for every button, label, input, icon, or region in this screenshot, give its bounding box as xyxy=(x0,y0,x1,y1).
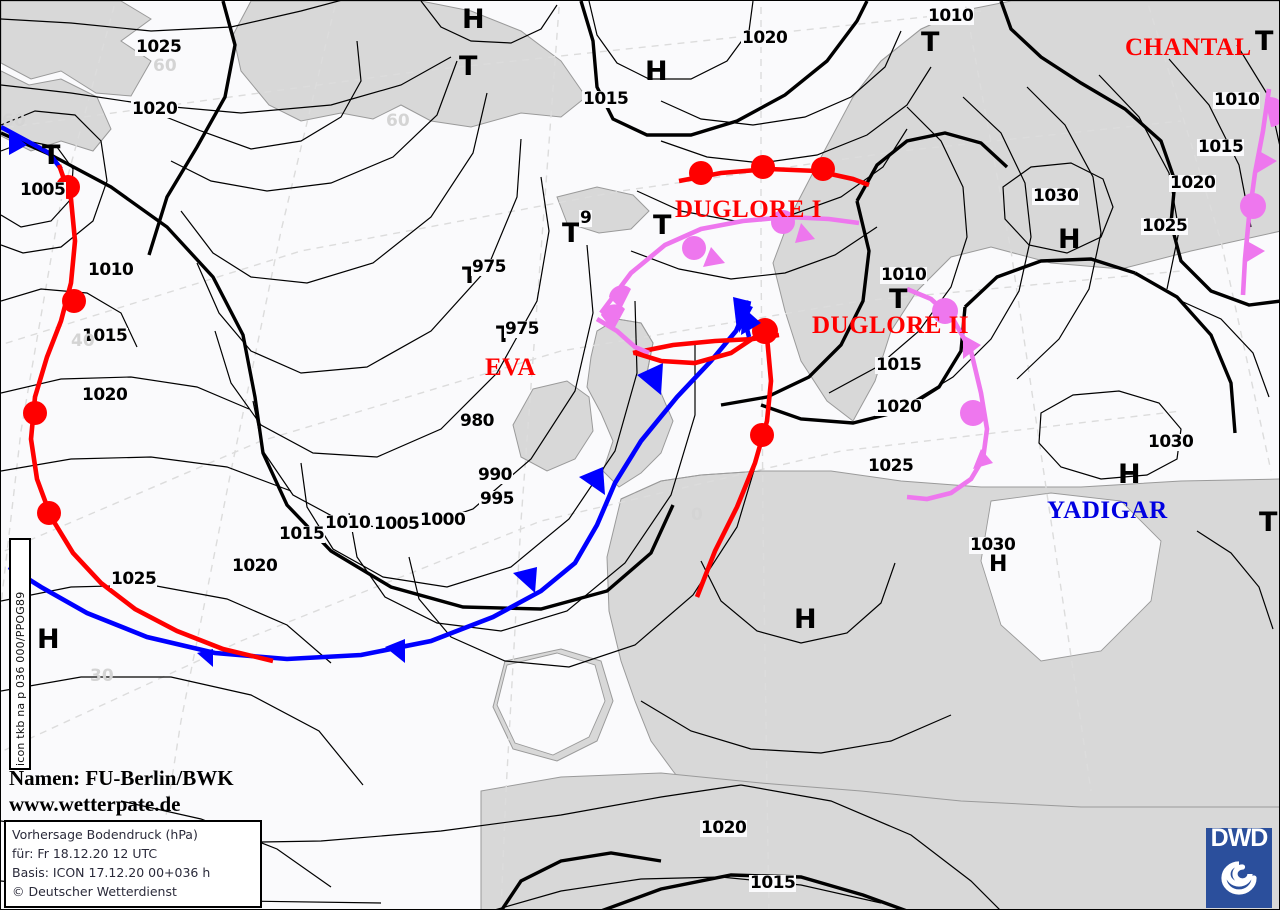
credits-names: Namen: FU-Berlin/BWK xyxy=(9,766,234,790)
product-id-text: icon tkb na p 036 000/PPOG89 xyxy=(14,591,27,766)
low-pressure-marker: T xyxy=(889,284,908,315)
legend-box: Vorhersage Bodendruck (hPa) für: Fr 18.1… xyxy=(4,820,262,908)
graticule-label: 30 xyxy=(90,666,114,686)
isobar-label: 1015 xyxy=(81,326,129,346)
isobar-label: 1020 xyxy=(131,99,179,119)
centre-pressure-value: 1030 xyxy=(969,535,1017,555)
low-pressure-marker: T xyxy=(653,210,672,241)
graticule-label: 0 xyxy=(691,505,703,525)
legend-basis: Basis: ICON 17.12.20 00+036 h xyxy=(12,865,211,880)
high-pressure-marker: H xyxy=(37,624,60,655)
warm-front-uk-south xyxy=(694,336,774,598)
isobar-label: 1010 xyxy=(1213,90,1261,110)
legend-title: Vorhersage Bodendruck (hPa) xyxy=(12,827,198,842)
front-loop-scotland xyxy=(634,300,761,366)
dwd-logo: DWD xyxy=(1206,824,1272,908)
centre-pressure-value: 1010 xyxy=(880,265,928,285)
low-pressure-marker: T xyxy=(562,218,581,249)
dwd-spiral-icon xyxy=(1221,861,1257,895)
low-pressure-marker: T xyxy=(921,27,940,58)
high-pressure-marker: H xyxy=(1058,224,1081,255)
isobar-label: 1020 xyxy=(231,556,279,576)
isobar-label: 1025 xyxy=(135,37,183,57)
credits-website: www.wetterpate.de xyxy=(9,792,181,817)
isobar-label: 1010 xyxy=(324,513,372,533)
isobar-label: 1025 xyxy=(867,456,915,476)
isobar-label: 1025 xyxy=(110,569,158,589)
isobar-label: 1030 xyxy=(1032,186,1080,206)
isobar-label: 1020 xyxy=(741,28,789,48)
high-pressure-marker: H xyxy=(1118,459,1141,490)
centre-pressure-value: 9 xyxy=(579,208,593,228)
low-pressure-marker: T xyxy=(1255,26,1274,57)
isobar-label: 990 xyxy=(477,465,513,485)
isobar-label: 1015 xyxy=(749,873,797,893)
product-id-strip: icon tkb na p 036 000/PPOG89 xyxy=(9,538,31,770)
isobar-label: 1030 xyxy=(1147,432,1195,452)
low-pressure-marker: T xyxy=(459,51,478,82)
graticule-label: 40 xyxy=(71,331,95,351)
warm-front-west xyxy=(23,164,274,664)
isobar-label: 1025 xyxy=(1141,216,1189,236)
storm-name-duglore-i: DUGLORE I xyxy=(675,196,822,223)
occluded-front-chantal xyxy=(1240,88,1279,296)
occluded-front-duglore-1 xyxy=(599,210,860,315)
centre-pressure-value: 975 xyxy=(471,257,507,277)
storm-name-eva: EVA xyxy=(485,354,537,381)
isobar-label: 1000 xyxy=(419,510,467,530)
legend-valid-time: für: Fr 18.12.20 12 UTC xyxy=(12,846,158,861)
graticule-label: 60 xyxy=(2,111,26,131)
isobar-label: 1015 xyxy=(875,355,923,375)
isobar-label: 1015 xyxy=(278,524,326,544)
isobar-label: 1020 xyxy=(81,385,129,405)
isobar-label: 995 xyxy=(479,489,515,509)
isobar-label: 1020 xyxy=(1169,173,1217,193)
isobar-label: 1015 xyxy=(582,89,630,109)
isobar-label: 980 xyxy=(459,411,495,431)
centre-pressure-value: 975 xyxy=(504,319,540,339)
low-pressure-marker: T xyxy=(1259,507,1278,538)
storm-name-yadigar: YADIGAR xyxy=(1047,497,1168,524)
isobar-label: 1005 xyxy=(373,514,421,534)
high-pressure-marker: H xyxy=(645,56,668,87)
isobar-label: 1010 xyxy=(927,6,975,26)
cold-front-eva xyxy=(7,297,753,667)
credits-block: Namen: FU-Berlin/BWK www.wetterpate.de xyxy=(9,765,234,818)
occluded-front-eva xyxy=(595,304,650,356)
high-pressure-marker: H xyxy=(989,552,1008,577)
high-pressure-marker: H xyxy=(794,604,817,635)
isobar-label: 1015 xyxy=(1197,137,1245,157)
storm-name-chantal: CHANTAL xyxy=(1125,34,1252,61)
isobar-label: 1020 xyxy=(700,818,748,838)
high-pressure-marker: H xyxy=(462,4,485,35)
isobar-label: 1010 xyxy=(87,260,135,280)
graticule-label: 60 xyxy=(386,111,410,131)
cold-front-west xyxy=(1,124,63,171)
low-pressure-marker: T xyxy=(42,140,61,171)
centre-pressure-value: 1005 xyxy=(19,180,67,200)
occluded-front-duglore-2 xyxy=(906,286,993,502)
dwd-logo-text: DWD xyxy=(1210,824,1269,852)
warm-front-duglore-1 xyxy=(678,155,870,188)
legend-copyright: © Deutscher Wetterdienst xyxy=(12,884,177,899)
graticule-label: 60 xyxy=(153,56,177,76)
isobar-label: 1020 xyxy=(875,397,923,417)
storm-name-duglore-ii: DUGLORE II xyxy=(812,312,970,339)
